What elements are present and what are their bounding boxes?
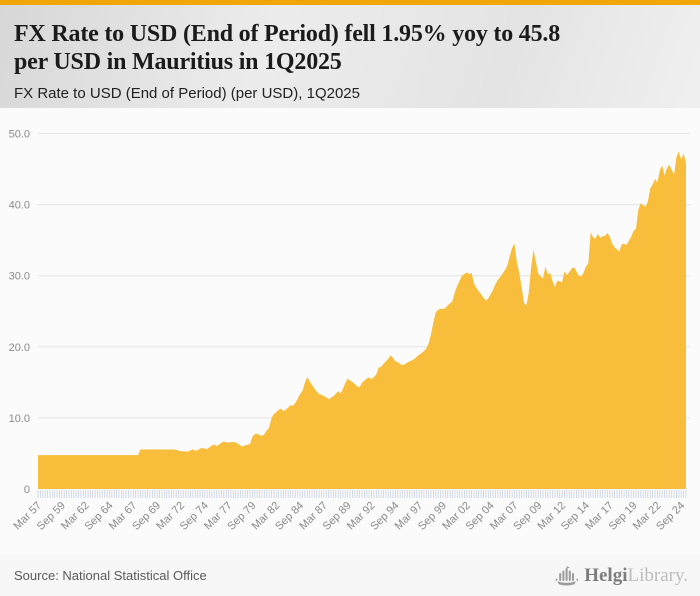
page-title: FX Rate to USD (End of Period) fell 1.95…: [14, 20, 684, 76]
footer: Source: National Statistical Office Helg…: [0, 555, 700, 596]
brand-name-light: Library.: [627, 564, 689, 586]
source-text: Source: National Statistical Office: [14, 568, 207, 583]
helgilibrary-logo: HelgiLibrary.: [555, 565, 688, 587]
y-axis-label: 20.0: [9, 342, 30, 354]
y-axis-label: 40.0: [9, 200, 30, 212]
y-axis-label: 0: [24, 484, 30, 496]
y-axis-label: 30.0: [9, 271, 30, 283]
y-axis-label: 50.0: [9, 129, 30, 141]
page-title-line1: FX Rate to USD (End of Period) fell 1.95…: [14, 21, 561, 47]
page-title-line2: per USD in Mauritius in 1Q2025: [14, 49, 342, 75]
brand-name: HelgiLibrary.: [584, 565, 688, 587]
page-subtitle: FX Rate to USD (End of Period) (per USD)…: [14, 85, 360, 102]
chart-section: 0 10.0 20.0 30.0 40.0 50.0 Mar 57 Sep 59 Mar 62 S…: [0, 108, 700, 555]
top-accent-bar: [0, 0, 700, 5]
header: FX Rate to USD (End of Period) fell 1.95…: [0, 5, 700, 108]
helgilibrary-logo-icon: [555, 565, 579, 585]
area-series: [38, 151, 686, 489]
y-axis-label: 10.0: [9, 413, 30, 425]
brand-name-dark: Helgi: [584, 564, 628, 586]
